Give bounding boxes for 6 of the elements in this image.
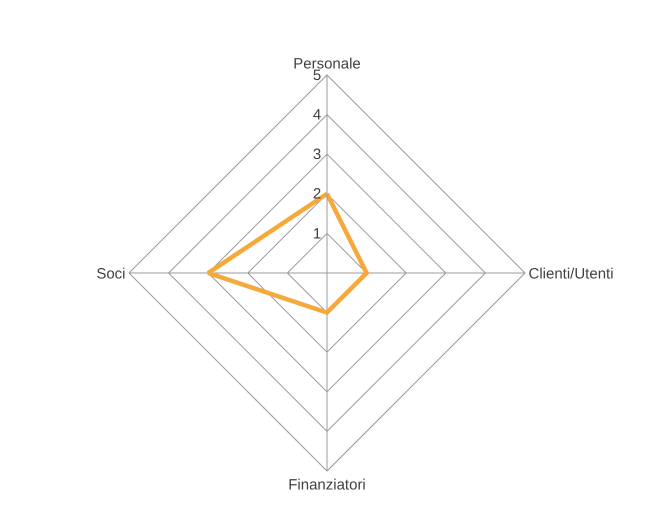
y-tick-label: 3 bbox=[312, 146, 322, 164]
y-tick-label: 1 bbox=[312, 225, 322, 242]
spoke-label: Soci bbox=[96, 265, 126, 282]
spoke-label: Clienti/Utenti bbox=[528, 265, 614, 282]
spoke-label: Finanziatori bbox=[288, 476, 366, 494]
y-tick-label: 4 bbox=[312, 106, 322, 124]
